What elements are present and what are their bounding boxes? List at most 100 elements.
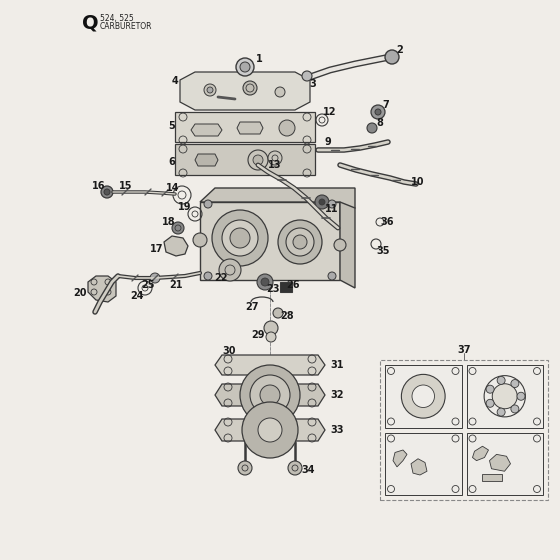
Polygon shape [411,459,427,475]
Text: 7: 7 [382,100,389,110]
Circle shape [219,259,241,281]
Text: 12: 12 [323,107,337,117]
Circle shape [242,402,298,458]
Bar [280,282,292,292]
Polygon shape [180,72,310,110]
Circle shape [230,228,250,248]
Circle shape [268,151,282,165]
Text: 11: 11 [325,204,339,214]
Circle shape [204,200,212,208]
Circle shape [286,228,314,256]
Polygon shape [200,188,355,222]
Text: 37: 37 [458,345,471,355]
Text: 3: 3 [310,79,316,89]
Text: 15: 15 [119,181,133,191]
Circle shape [328,272,336,280]
Circle shape [497,408,505,416]
Circle shape [172,222,184,234]
Bar [385,365,461,427]
Polygon shape [88,276,116,302]
Polygon shape [393,450,407,467]
Circle shape [517,392,525,400]
Bar [466,365,543,427]
Circle shape [204,84,216,96]
Circle shape [497,376,505,384]
Circle shape [334,239,346,251]
Circle shape [402,375,445,418]
Polygon shape [175,144,315,175]
Text: 25: 25 [141,280,155,290]
Polygon shape [237,122,263,134]
Text: 26: 26 [286,280,300,290]
Polygon shape [195,154,218,166]
Text: 29: 29 [251,330,265,340]
Text: 16: 16 [92,181,106,191]
Text: 36: 36 [380,217,394,227]
Circle shape [104,189,110,195]
Polygon shape [164,236,188,256]
Text: 18: 18 [162,217,176,227]
Circle shape [385,50,399,64]
Text: 9: 9 [325,137,332,147]
Circle shape [302,71,312,81]
Text: 14: 14 [166,183,180,193]
Circle shape [238,461,252,475]
Text: 17: 17 [150,244,164,254]
Circle shape [101,186,113,198]
Circle shape [293,235,307,249]
Circle shape [240,365,300,425]
Circle shape [273,308,283,318]
Circle shape [486,385,494,393]
Circle shape [253,155,263,165]
Circle shape [261,278,269,286]
Circle shape [371,105,385,119]
Polygon shape [200,202,340,280]
Text: 8: 8 [376,118,384,128]
Text: 20: 20 [73,288,87,298]
Text: 6: 6 [169,157,175,167]
Text: 33: 33 [330,425,343,435]
Text: 27: 27 [245,302,259,312]
Text: 28: 28 [280,311,294,321]
Text: 19: 19 [178,202,192,212]
Circle shape [257,274,273,290]
Circle shape [150,273,160,283]
Circle shape [375,109,381,115]
Circle shape [243,81,257,95]
Circle shape [258,418,282,442]
Text: Q: Q [82,13,99,32]
Circle shape [278,220,322,264]
Bar [466,432,543,495]
Circle shape [279,120,295,136]
Polygon shape [340,202,355,288]
Circle shape [207,87,213,93]
Circle shape [288,461,302,475]
Text: 31: 31 [330,360,343,370]
Text: 4: 4 [171,76,179,86]
Circle shape [222,220,258,256]
Circle shape [486,399,494,407]
Circle shape [412,385,435,408]
Text: 34: 34 [301,465,315,475]
Circle shape [275,87,285,97]
Text: 32: 32 [330,390,343,400]
Circle shape [266,332,276,342]
Text: 13: 13 [268,160,282,170]
Circle shape [236,58,254,76]
Circle shape [248,150,268,170]
Circle shape [315,195,329,209]
Polygon shape [215,355,325,375]
Text: 1: 1 [255,54,263,64]
Polygon shape [215,384,325,406]
Polygon shape [215,419,325,441]
Polygon shape [473,446,488,461]
Text: 21: 21 [169,280,183,290]
Circle shape [193,233,207,247]
Bar [385,432,461,495]
Circle shape [250,375,290,415]
Text: 2: 2 [396,45,403,55]
Circle shape [511,405,519,413]
Circle shape [240,62,250,72]
Circle shape [319,199,325,205]
Text: 35: 35 [376,246,390,256]
